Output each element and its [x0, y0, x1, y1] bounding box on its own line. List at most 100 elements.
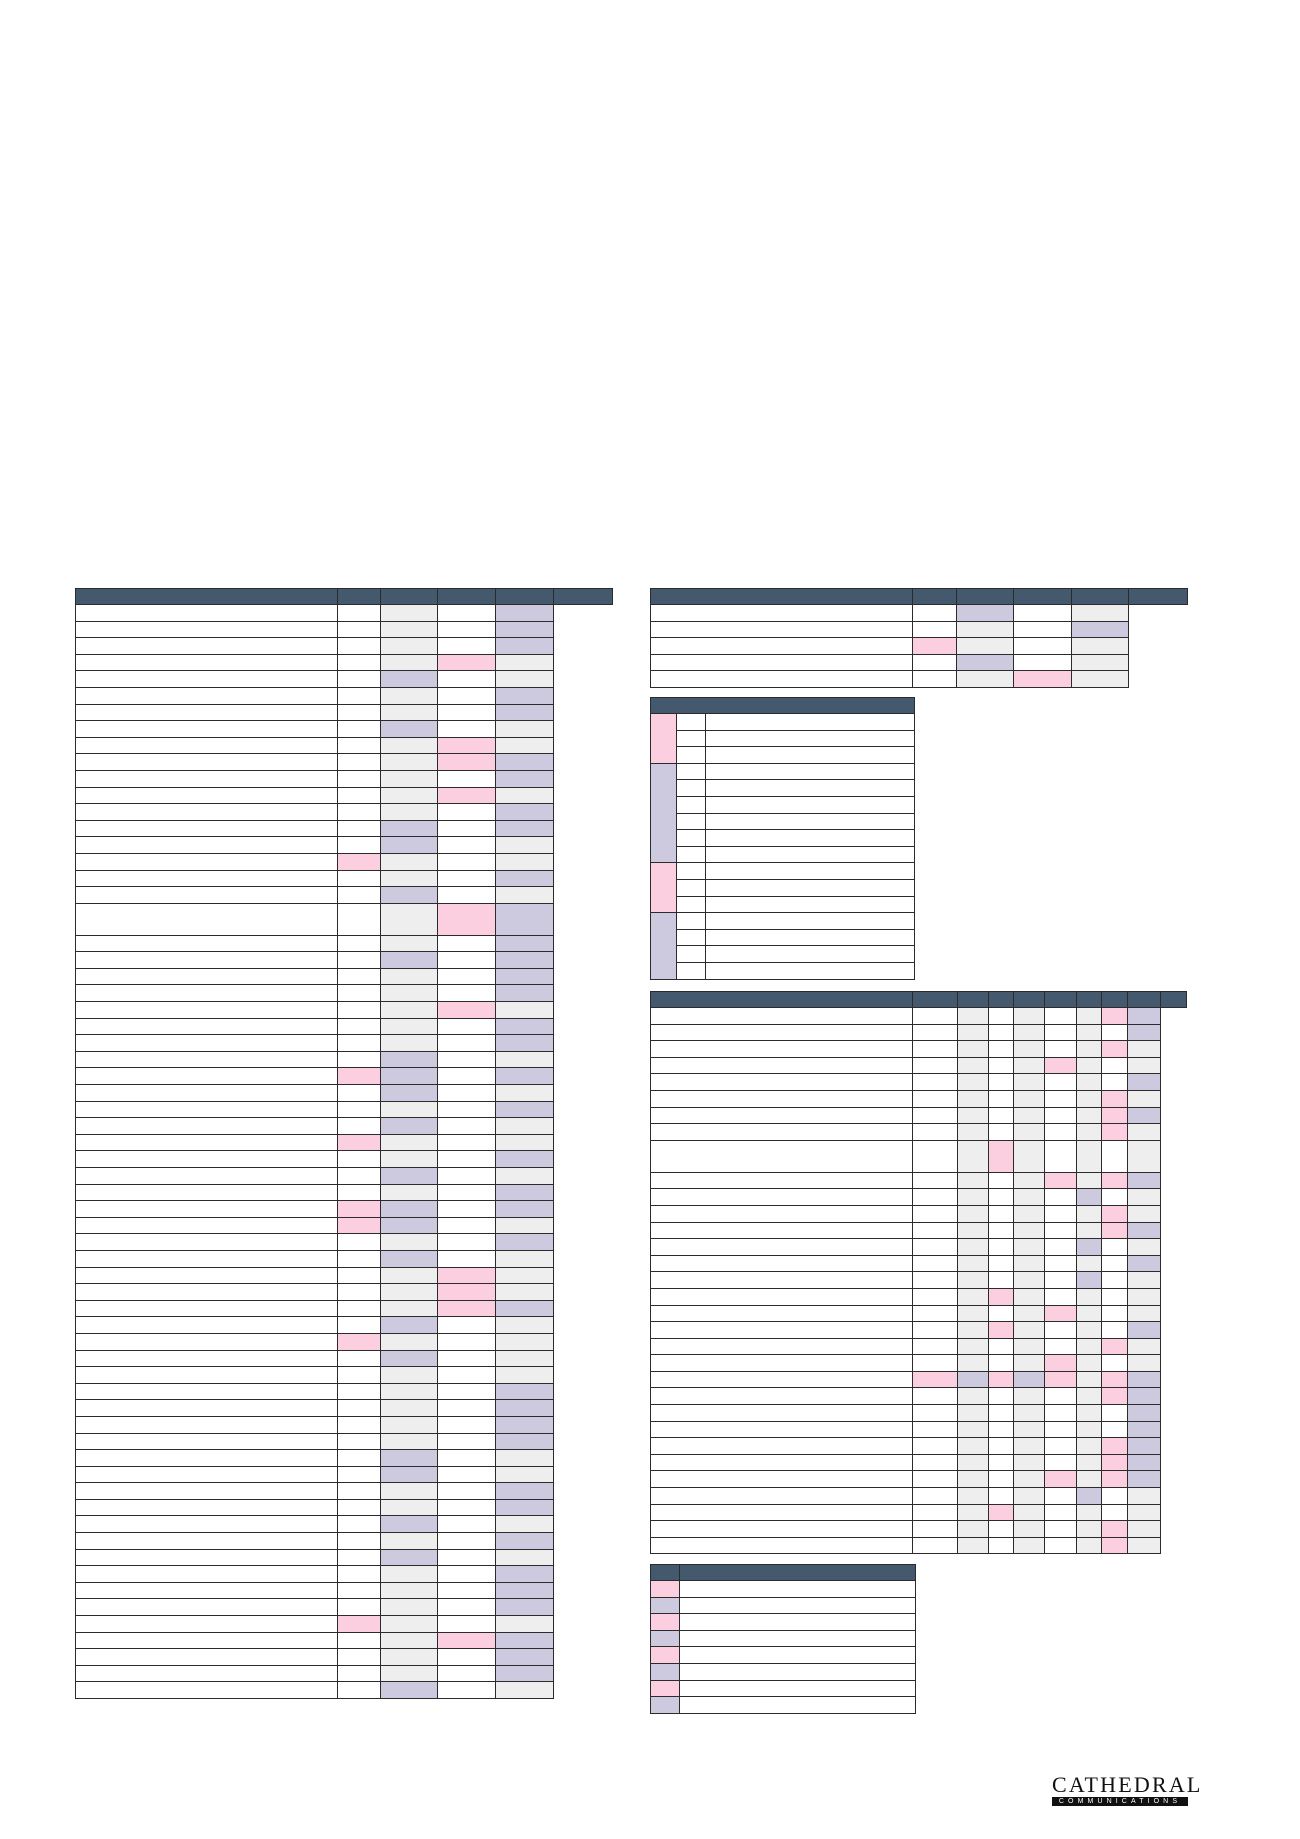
top-right-table — [650, 588, 1188, 688]
main-table-cell — [75, 886, 338, 904]
main-table-cell — [495, 852, 554, 871]
schedule-table-cell — [1100, 1387, 1128, 1406]
schedule-table-cell — [1126, 1073, 1161, 1091]
main-table-row — [75, 1615, 613, 1633]
main-table-cell — [75, 637, 338, 655]
main-table-cell — [380, 1615, 438, 1633]
main-table — [75, 588, 613, 1699]
main-table-cell — [75, 1299, 338, 1318]
main-table-cell — [380, 1216, 438, 1235]
main-table-cell — [380, 869, 438, 888]
main-table-cell — [437, 869, 496, 888]
schedule-table-cell — [1012, 1073, 1045, 1091]
key-code-cell — [676, 912, 706, 930]
schedule-table-cell — [1075, 1520, 1102, 1538]
main-table-row — [75, 786, 613, 805]
main-table-cell — [337, 1299, 381, 1318]
main-table-cell — [337, 1615, 381, 1633]
main-table-cell — [337, 1382, 381, 1401]
main-table-row — [75, 1664, 613, 1683]
main-table-cell — [380, 1100, 438, 1119]
main-table-cell — [380, 1067, 438, 1086]
key-table — [649, 697, 916, 980]
main-table-row — [75, 1316, 613, 1334]
schedule-table-cell — [1012, 1437, 1045, 1455]
schedule-table-cell — [956, 1106, 989, 1125]
schedule-table-cell — [1075, 1089, 1102, 1108]
schedule-table-cell — [987, 1520, 1014, 1538]
main-table-cell — [75, 686, 338, 705]
main-table-cell — [437, 1266, 496, 1285]
schedule-table-cell — [912, 1106, 958, 1125]
main-table-cell — [437, 1001, 496, 1019]
main-table-cell — [380, 1598, 438, 1617]
schedule-table-cell — [956, 1007, 989, 1025]
main-table-cell — [337, 1167, 381, 1185]
main-table-row — [75, 1581, 613, 1600]
schedule-table-cell — [1075, 1470, 1102, 1489]
key-row — [651, 945, 916, 963]
main-table-cell — [337, 1515, 381, 1534]
schedule-table-row — [649, 1337, 1187, 1356]
main-table-cell — [437, 1316, 496, 1334]
main-table-row — [75, 1648, 613, 1666]
main-table-cell — [437, 1167, 496, 1185]
main-table-cell — [75, 1631, 338, 1650]
main-table-cell — [437, 720, 496, 738]
main-table-row — [75, 720, 613, 738]
main-table-cell — [380, 736, 438, 755]
schedule-table-cell — [1012, 1337, 1045, 1356]
main-table-cell — [380, 819, 438, 838]
main-table-cell — [380, 803, 438, 821]
schedule-table-header — [649, 991, 1188, 1008]
main-table-cell — [75, 1266, 338, 1285]
main-table-row — [75, 852, 613, 871]
main-table-cell — [437, 670, 496, 688]
main-table-cell — [437, 967, 496, 986]
main-table-cell — [75, 670, 338, 688]
schedule-table-cell — [649, 1404, 914, 1422]
schedule-table-cell — [1100, 1254, 1128, 1273]
schedule-table-cell — [1043, 1056, 1077, 1075]
main-table-cell — [437, 803, 496, 821]
schedule-table-cell — [1126, 1040, 1161, 1058]
main-table-row — [75, 819, 613, 838]
main-table-cell — [437, 753, 496, 771]
schedule-table-cell — [1043, 1503, 1077, 1522]
schedule-table-cell — [987, 1254, 1014, 1273]
schedule-table-cell — [987, 1404, 1014, 1422]
main-table-cell — [75, 1432, 338, 1451]
main-table-cell — [437, 1449, 496, 1467]
top-right-table-row — [650, 670, 1188, 688]
main-table-cell — [380, 951, 438, 969]
main-table-row — [75, 637, 613, 655]
main-table-row — [75, 1382, 613, 1401]
main-table-cell — [495, 819, 554, 838]
schedule-table-cell — [912, 1073, 958, 1091]
main-table-row — [75, 1449, 613, 1467]
schedule-table-cell — [956, 1437, 989, 1455]
key-code-cell — [676, 961, 706, 980]
main-table-row — [75, 1216, 613, 1235]
schedule-table-row — [649, 1221, 1187, 1240]
schedule-table-cell — [912, 1139, 958, 1173]
schedule-table-cell — [987, 1536, 1014, 1555]
main-table-header — [75, 588, 613, 605]
schedule-table-cell — [912, 1056, 958, 1075]
schedule-table-cell — [956, 1536, 989, 1555]
main-table-cell — [337, 637, 381, 655]
main-table-cell — [75, 786, 338, 805]
main-table-cell — [495, 1482, 554, 1500]
schedule-table-row — [649, 1254, 1187, 1273]
key-label-cell — [704, 961, 916, 980]
schedule-table-cell — [1075, 1188, 1102, 1206]
schedule-table-cell — [1100, 1171, 1128, 1190]
schedule-table-cell — [1012, 1139, 1045, 1173]
main-table-row — [75, 1532, 613, 1550]
schedule-table-cell — [912, 1387, 958, 1406]
schedule-table-cell — [1075, 1073, 1102, 1091]
main-table-cell — [75, 1681, 338, 1699]
schedule-table-cell — [1075, 1204, 1102, 1223]
top-right-table-cell — [912, 604, 957, 622]
schedule-table-cell — [1012, 1487, 1045, 1505]
